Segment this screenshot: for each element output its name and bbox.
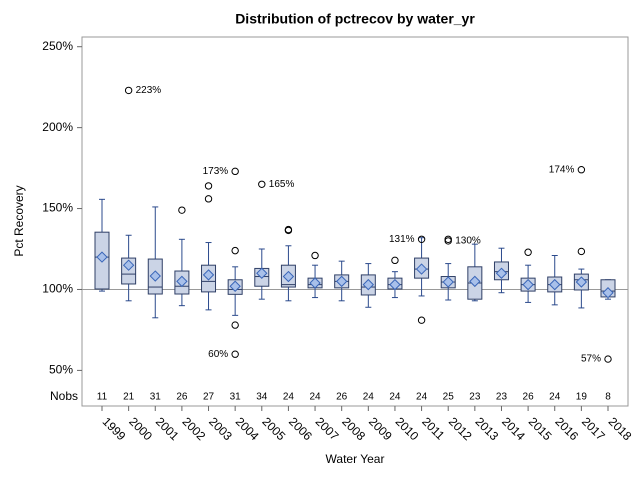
outlier <box>604 355 612 363</box>
mean-marker <box>442 276 454 288</box>
outlier <box>311 251 319 260</box>
mean-marker <box>96 251 108 263</box>
outlier <box>284 226 293 235</box>
mean-marker <box>335 275 348 288</box>
nobs-value: 27 <box>203 392 215 403</box>
outlier-label: 130% <box>455 236 481 247</box>
outlier <box>417 235 426 244</box>
y-tick-label: 50% <box>49 363 73 377</box>
mean-marker <box>389 278 401 291</box>
nobs-label: Nobs <box>50 389 78 403</box>
mean-marker <box>522 278 534 291</box>
mean-marker <box>602 287 614 299</box>
mean-marker <box>575 276 588 288</box>
outlier <box>231 246 239 255</box>
nobs-value: 31 <box>230 392 242 403</box>
nobs-value: 24 <box>283 392 295 403</box>
mean-marker <box>122 259 135 271</box>
outlier-label: 223% <box>136 85 162 96</box>
outlier <box>444 237 452 245</box>
outlier <box>178 206 186 214</box>
outlier <box>124 86 133 95</box>
nobs-value: 24 <box>389 392 401 403</box>
mean-marker <box>149 270 161 282</box>
mean-marker <box>229 280 241 292</box>
mean-marker <box>469 275 481 288</box>
y-tick-label: 200% <box>42 120 73 134</box>
outlier <box>524 248 532 256</box>
mean-marker <box>362 278 375 291</box>
outlier <box>417 316 426 324</box>
outlier <box>231 321 239 329</box>
chart-title: Distribution of pctrecov by water_yr <box>235 11 475 27</box>
outlier-label: 165% <box>269 179 295 190</box>
outlier <box>204 195 213 203</box>
mean-marker <box>282 270 295 283</box>
nobs-value: 26 <box>336 392 348 403</box>
outlier-label: 131% <box>389 234 415 245</box>
nobs-value: 31 <box>150 392 162 403</box>
mean-marker <box>202 269 215 281</box>
nobs-value: 8 <box>605 392 611 403</box>
outlier <box>577 247 586 256</box>
nobs-value: 21 <box>123 392 135 403</box>
y-axis-label: Pct Recovery <box>12 185 26 256</box>
outlier-label: 173% <box>203 166 229 177</box>
outlier-label: 174% <box>549 164 575 175</box>
y-tick-label: 250% <box>42 39 73 53</box>
nobs-value: 34 <box>256 392 268 403</box>
x-axis-label: Water Year <box>326 452 385 466</box>
plot-frame <box>81 36 629 407</box>
nobs-value: 23 <box>496 392 508 403</box>
mean-marker <box>415 263 428 275</box>
y-tick-label: 100% <box>42 282 73 296</box>
outlier-label: 57% <box>581 354 601 365</box>
mean-marker <box>309 277 321 289</box>
y-tick-label: 150% <box>42 201 73 215</box>
mean-marker <box>256 267 268 279</box>
outlier <box>258 180 266 188</box>
nobs-value: 24 <box>416 392 428 403</box>
nobs-value: 25 <box>443 392 455 403</box>
outlier <box>231 167 239 176</box>
mean-marker <box>549 278 561 291</box>
mean-marker <box>176 275 188 288</box>
nobs-value: 19 <box>576 392 588 403</box>
outlier <box>231 350 239 358</box>
outlier <box>391 256 399 265</box>
nobs-value: 24 <box>309 392 321 403</box>
nobs-value: 26 <box>523 392 535 403</box>
mean-marker <box>495 267 508 279</box>
outlier <box>577 166 586 174</box>
nobs-value: 24 <box>549 392 561 403</box>
outlier <box>204 182 213 190</box>
nobs-value: 11 <box>97 392 108 403</box>
nobs-value: 24 <box>363 392 375 403</box>
nobs-value: 23 <box>469 392 481 403</box>
outlier-label: 60% <box>208 349 228 360</box>
nobs-value: 26 <box>176 392 188 403</box>
